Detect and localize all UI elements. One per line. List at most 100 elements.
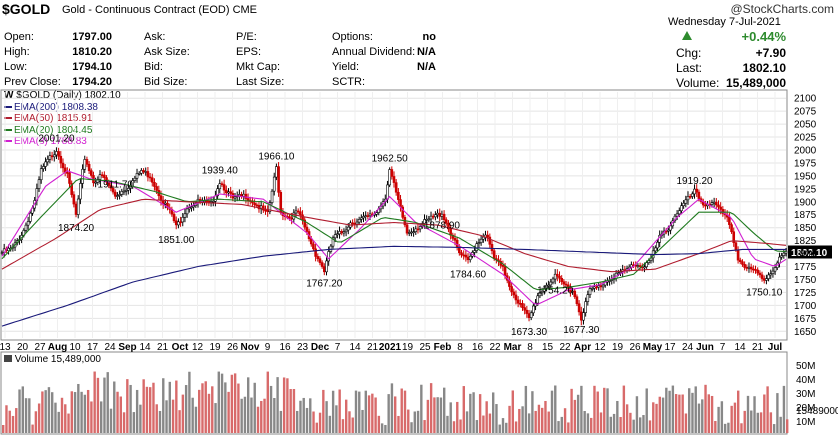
candle-body: [52, 154, 56, 158]
candle-body: [564, 283, 568, 286]
candle-body: [525, 309, 529, 314]
volume-bar: [145, 386, 149, 433]
candle-body: [362, 216, 365, 219]
volume-bar: [416, 410, 420, 433]
description: Gold - Continuous Contract (EOD) CME: [62, 4, 257, 16]
candle-body: [216, 188, 219, 197]
quote-label: Chg:: [676, 46, 702, 60]
volume-bar: [544, 400, 547, 433]
candle-body: [44, 161, 47, 167]
y-tick-label: 1850: [794, 223, 817, 234]
candle-body: [255, 204, 259, 207]
volume-bar: [759, 412, 763, 433]
candle-body: [584, 301, 587, 313]
ema-lines: [1, 170, 787, 327]
legend: W $GOLD (Daily) 1802.10 EMA(200) 1808.38…: [4, 90, 121, 148]
price-label: 1851.00: [158, 235, 195, 246]
x-tick-label: Apr: [574, 342, 591, 353]
x-tick-label: 23: [297, 342, 309, 353]
candle-body: [89, 170, 93, 176]
candle-body: [375, 212, 378, 215]
volume-bar: [701, 399, 704, 433]
volume-bar: [560, 416, 563, 433]
volume-bar: [152, 382, 155, 433]
candle-body: [181, 216, 185, 223]
quote-value: 1810.20: [72, 46, 112, 58]
volume-bar: [782, 385, 786, 433]
volume-bar: [671, 385, 675, 433]
candle-body: [669, 225, 672, 231]
x-tick-label: 14: [734, 342, 746, 353]
volume-bar: [449, 402, 452, 433]
candle-body: [675, 213, 679, 217]
candle-body: [185, 208, 189, 215]
volume-tick-label: 20M: [796, 403, 815, 414]
x-tick-label: 15: [542, 342, 554, 353]
candle-body: [177, 221, 180, 226]
candle-body: [264, 209, 267, 212]
volume-bar: [537, 404, 541, 433]
candle-body: [617, 272, 620, 275]
volume-bar: [158, 410, 162, 433]
volume-bar: [47, 387, 51, 433]
volume-bar: [632, 419, 635, 433]
volume-bar: [260, 400, 263, 433]
price-label: 1673.30: [511, 327, 548, 338]
price-label: 2001.20: [38, 133, 75, 144]
volume-bar: [746, 395, 750, 433]
volume-label: Volume 15,489,000: [4, 354, 101, 365]
legend-title-text: $GOLD (Daily) 1802.10: [16, 90, 121, 101]
candle-body: [144, 171, 148, 173]
volume-bar: [720, 401, 724, 433]
candle-body: [338, 231, 341, 235]
candle-body: [346, 226, 350, 231]
candle-body: [503, 266, 507, 276]
candle-body: [468, 255, 472, 261]
candle-body: [747, 266, 751, 269]
volume-bar: [423, 420, 426, 433]
volume-bar: [240, 398, 243, 433]
volume-bar: [168, 381, 171, 433]
quote-value: 1797.00: [72, 31, 112, 43]
price-panel: [0, 89, 788, 341]
candle-body: [728, 216, 731, 225]
candle-body: [549, 281, 553, 286]
legend-swatch: [4, 117, 12, 120]
volume-bar: [73, 392, 77, 433]
candle-body: [654, 247, 657, 252]
volume-bar: [348, 411, 351, 433]
volume-bar: [403, 390, 407, 433]
candle-body: [601, 284, 605, 288]
volume-bar: [684, 413, 688, 433]
quote-label: Open:: [4, 31, 34, 43]
candle-body: [542, 288, 546, 292]
candle-body: [299, 211, 302, 216]
candle-body: [211, 200, 215, 203]
stockcharts-stamp: @StockCharts.com: [730, 2, 834, 16]
candle-body: [577, 303, 581, 313]
volume-bar: [263, 398, 266, 433]
volume-bar: [524, 385, 528, 433]
candle-body: [205, 200, 209, 203]
candle-body: [479, 238, 483, 243]
quote-value: N/A: [417, 61, 436, 73]
candle-body: [573, 290, 577, 298]
volume-bar: [8, 410, 11, 433]
volume-bar: [534, 410, 537, 433]
volume-bar: [652, 402, 655, 433]
quote-label: Last:: [676, 61, 703, 75]
volume-bar: [77, 383, 80, 433]
candle-body: [314, 248, 317, 257]
x-tick-label: 17: [87, 342, 99, 353]
candle-body: [207, 200, 211, 203]
quote-label: Yield:: [332, 61, 360, 73]
candle-body: [590, 288, 594, 290]
candle-body: [560, 278, 563, 283]
volume-bar: [54, 402, 57, 433]
volume-bar: [743, 410, 746, 433]
volume-bar: [217, 371, 220, 433]
candle-body: [427, 218, 431, 221]
legend-title: W $GOLD (Daily) 1802.10: [4, 90, 121, 102]
y-tick-label: 1750: [794, 275, 817, 286]
candle-body: [434, 214, 437, 218]
